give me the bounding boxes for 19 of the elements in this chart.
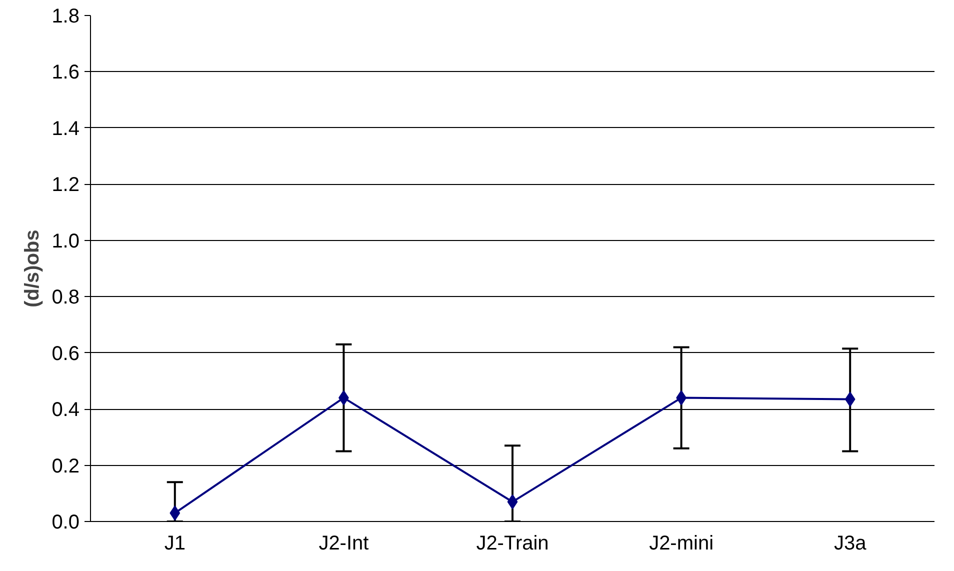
y-tick-label: 1.2 [52, 174, 80, 196]
x-tick-label: J2-mini [649, 532, 714, 554]
y-tick-label: 0.4 [52, 399, 80, 422]
y-tick-label: 1.4 [52, 118, 80, 140]
x-tick-label: J2-Int [318, 532, 370, 554]
x-tick-label: J1 [164, 532, 186, 554]
point [170, 506, 180, 521]
x-tick-label: J2-Train [476, 532, 549, 554]
y-tick-label: 1.6 [52, 62, 80, 84]
y-tick-label: 0.0 [52, 512, 80, 534]
y-axis-title: (d/s)obs [22, 230, 44, 308]
x-tick-label: J3a [834, 532, 868, 554]
point [844, 392, 856, 407]
y-tick-label: 0.2 [52, 455, 80, 478]
y-tick-label: 1.8 [52, 6, 80, 28]
y-tick-label: 1.0 [52, 230, 80, 252]
point [507, 494, 518, 510]
y-tick-label: 0.6 [52, 342, 80, 365]
y-tick-label: 0.8 [52, 286, 80, 309]
